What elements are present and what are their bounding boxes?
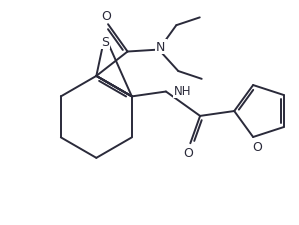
- Text: NH: NH: [174, 85, 191, 98]
- Text: O: O: [101, 10, 111, 23]
- Text: O: O: [252, 141, 262, 154]
- Text: S: S: [101, 36, 109, 49]
- Text: N: N: [156, 41, 165, 54]
- Text: O: O: [184, 147, 193, 160]
